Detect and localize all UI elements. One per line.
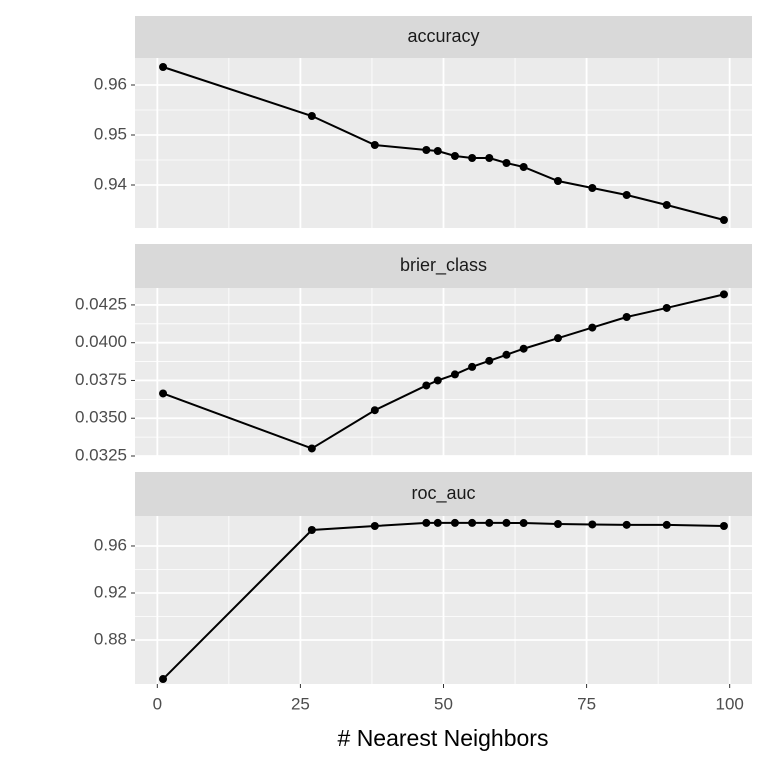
point — [662, 201, 671, 209]
point — [519, 519, 528, 528]
x-tick-label: 25 — [291, 694, 310, 713]
strip — [135, 244, 752, 288]
point — [502, 518, 511, 527]
point — [307, 444, 316, 453]
x-tick-label: 0 — [153, 694, 162, 713]
point — [468, 518, 477, 527]
point — [468, 362, 477, 371]
y-tick-label: 0.96 — [94, 74, 127, 93]
point — [370, 521, 379, 530]
y-tick-label: 0.0325 — [75, 445, 127, 464]
point — [307, 525, 316, 534]
point — [553, 519, 562, 528]
point — [588, 323, 597, 332]
point — [370, 141, 379, 149]
point — [719, 521, 728, 530]
y-tick-label: 0.0400 — [75, 332, 127, 351]
point — [485, 356, 494, 365]
point — [433, 376, 442, 385]
point — [422, 518, 431, 527]
y-tick-label: 0.0375 — [75, 370, 127, 389]
y-tick-label: 0.0425 — [75, 294, 127, 313]
x-tick-label: 100 — [715, 694, 743, 713]
point — [502, 159, 511, 167]
point — [485, 518, 494, 527]
strip-label: roc_auc — [411, 483, 475, 504]
point — [553, 334, 562, 343]
point — [422, 146, 431, 154]
strip-label: accuracy — [407, 26, 479, 46]
y-tick-label: 0.0350 — [75, 408, 127, 427]
x-axis-title: # Nearest Neighbors — [338, 725, 549, 751]
point — [719, 290, 728, 299]
point — [622, 520, 631, 529]
y-tick-label: 0.96 — [94, 535, 127, 554]
point — [519, 344, 528, 353]
point — [485, 154, 494, 162]
point — [719, 216, 728, 224]
point — [662, 520, 671, 529]
point — [433, 147, 442, 155]
point — [450, 152, 459, 160]
point — [622, 191, 631, 199]
strip — [135, 472, 752, 516]
point — [553, 177, 562, 185]
point — [370, 406, 379, 415]
point — [159, 63, 168, 71]
point — [502, 350, 511, 359]
strip-label: brier_class — [400, 255, 487, 276]
point — [588, 520, 597, 529]
point — [588, 184, 597, 192]
point — [159, 389, 168, 398]
y-tick-label: 0.95 — [94, 124, 127, 143]
point — [468, 154, 477, 162]
y-tick-label: 0.94 — [94, 174, 127, 193]
point — [433, 518, 442, 527]
point — [422, 381, 431, 390]
point — [159, 675, 168, 684]
point — [662, 303, 671, 312]
point — [450, 518, 459, 527]
point — [622, 313, 631, 322]
y-tick-label: 0.92 — [94, 582, 127, 601]
y-tick-label: 0.88 — [94, 630, 127, 649]
point — [307, 112, 316, 120]
strip — [135, 16, 752, 58]
x-tick-label: 75 — [577, 694, 596, 713]
x-tick-label: 50 — [434, 694, 453, 713]
point — [450, 370, 459, 379]
point — [519, 163, 528, 171]
